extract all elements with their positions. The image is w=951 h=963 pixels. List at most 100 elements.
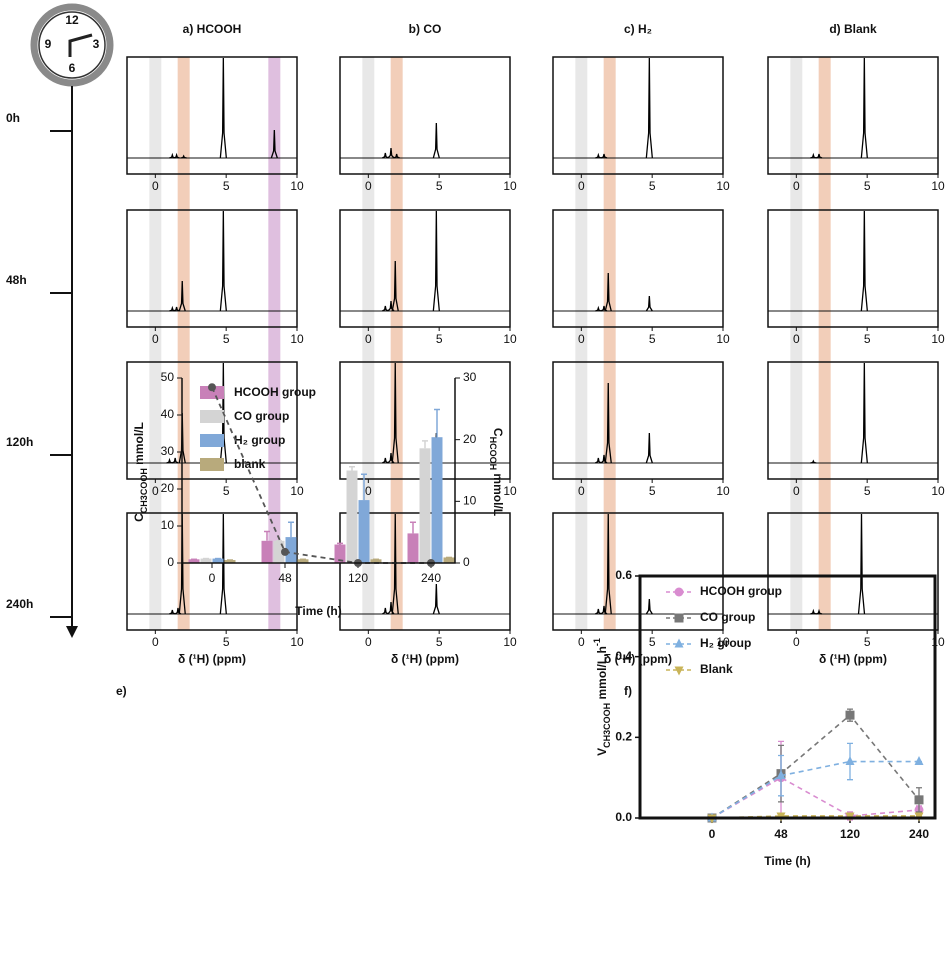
nmr-peak xyxy=(381,607,389,615)
x-tick-label: 5 xyxy=(223,635,230,649)
x-tick-label: 0 xyxy=(152,635,159,649)
x-axis-label: δ (¹H) (ppm) xyxy=(604,652,672,666)
x-tick-label: 10 xyxy=(503,332,517,346)
legend-label: H₂ group xyxy=(234,433,285,447)
series-line xyxy=(711,815,919,819)
highlight-band xyxy=(790,57,803,630)
bar xyxy=(431,437,443,563)
column-title: c) H₂ xyxy=(624,22,652,36)
marker xyxy=(674,613,684,623)
y-tick-label: 0.0 xyxy=(615,810,632,824)
nmr-peak xyxy=(860,57,868,159)
y-tick-label: 40 xyxy=(161,407,175,421)
bar xyxy=(358,500,370,563)
clock-inner xyxy=(38,11,106,79)
marker xyxy=(674,587,684,597)
spectrum-box xyxy=(126,361,298,480)
y-tick-label: 0.6 xyxy=(615,568,632,582)
nmr-peak xyxy=(219,513,227,615)
x-tick-label: 0 xyxy=(578,635,585,649)
nmr-peak xyxy=(604,513,612,615)
x-tick-label: 10 xyxy=(716,484,730,498)
x-tick-label: 120 xyxy=(348,571,368,585)
marker xyxy=(845,756,855,766)
x-tick-label: 10 xyxy=(503,179,517,193)
highlight-band xyxy=(818,57,831,630)
nmr-peak xyxy=(810,608,817,615)
x-tick-label: 0 xyxy=(793,635,800,649)
x-tick-label: 0 xyxy=(152,179,159,193)
timeline-label: 240h xyxy=(6,597,33,611)
x-tick-label: 10 xyxy=(503,484,517,498)
x-tick-label: 10 xyxy=(931,635,945,649)
label-sub: HCOOH xyxy=(488,437,498,471)
x-tick-label: 5 xyxy=(649,332,656,346)
nmr-peak xyxy=(391,260,399,312)
legend-swatch xyxy=(200,386,224,399)
error-bar xyxy=(434,408,440,438)
spectrum-box xyxy=(552,512,724,631)
highlight-band xyxy=(177,57,190,630)
marker xyxy=(914,756,924,766)
error-bar xyxy=(422,440,428,449)
bar xyxy=(224,560,236,563)
highlight-band xyxy=(390,57,403,630)
x-axis-label: Time (h) xyxy=(764,854,810,868)
nmr-peak xyxy=(432,122,440,159)
legend-label: blank xyxy=(234,457,266,471)
label-main: V xyxy=(595,748,609,756)
x-tick-label: 0 xyxy=(578,332,585,346)
error-bar xyxy=(264,530,270,541)
highlight-band xyxy=(362,57,375,630)
nmr-peak xyxy=(860,362,868,464)
bar xyxy=(297,559,309,563)
x-tick-label: 0 xyxy=(793,332,800,346)
x-tick-label: 0 xyxy=(578,484,585,498)
label-unit: mmol/L.h xyxy=(595,646,609,703)
spectrum-box xyxy=(767,209,939,328)
bar xyxy=(346,470,358,563)
nmr-peak xyxy=(270,129,278,159)
y-tick-label: 30 xyxy=(161,444,175,458)
legend-label: H₂ group xyxy=(700,636,751,650)
nmr-peak xyxy=(595,457,602,464)
x-tick-label: 5 xyxy=(864,332,871,346)
y2-tick-label: 30 xyxy=(463,370,477,384)
x-tick-label: 5 xyxy=(649,179,656,193)
x-tick-label: 5 xyxy=(864,179,871,193)
nmr-peak xyxy=(810,152,817,159)
x-tick-label: 5 xyxy=(649,484,656,498)
hcooh-point xyxy=(208,383,216,392)
nmr-peak xyxy=(219,210,227,312)
label-sup: -1 xyxy=(592,638,602,646)
label-unit: mmol/L xyxy=(132,422,146,468)
spectrum-box xyxy=(552,361,724,480)
x-axis-label: δ (¹H) (ppm) xyxy=(178,652,246,666)
spectrum-box xyxy=(767,361,939,480)
x-tick-label: 0 xyxy=(709,827,716,841)
clock-ring xyxy=(30,3,114,87)
bar xyxy=(212,558,224,563)
spectrum-box xyxy=(767,512,939,631)
x-tick-label: 5 xyxy=(223,484,230,498)
nmr-peak xyxy=(810,459,817,464)
nmr-peak xyxy=(432,210,440,312)
label-sub: CH3COOH xyxy=(139,468,149,513)
spectrum-box xyxy=(552,56,724,175)
nmr-peak xyxy=(604,382,612,464)
x-axis-label: δ (¹H) (ppm) xyxy=(391,652,459,666)
series-line xyxy=(711,714,920,819)
legend-label: CO group xyxy=(700,610,755,624)
x-tick-label: 5 xyxy=(436,635,443,649)
bar xyxy=(188,559,200,563)
spectrum-box xyxy=(126,209,298,328)
y2-tick-label: 10 xyxy=(463,494,477,508)
column-title: b) CO xyxy=(409,22,442,36)
nmr-peak xyxy=(391,362,399,464)
nmr-peak xyxy=(219,57,227,159)
clock-number: 3 xyxy=(93,37,100,51)
legend-swatch xyxy=(200,410,224,423)
x-tick-label: 10 xyxy=(716,635,730,649)
clock-number: 12 xyxy=(65,13,79,27)
